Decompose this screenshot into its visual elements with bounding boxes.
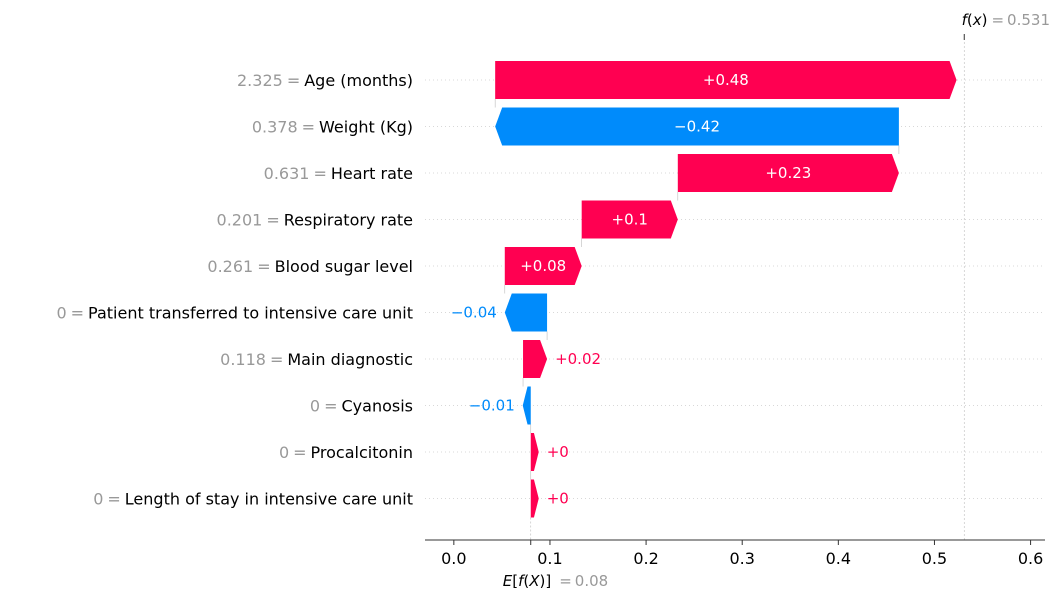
feature-name: Length of stay in intensive care unit [125,490,413,509]
x-tick-label: 0.4 [826,549,851,568]
feature-name: Heart rate [331,164,413,183]
bar-value-label: +0.08 [520,257,566,275]
feature-equals: = [287,71,300,90]
bar-8 [522,386,531,425]
fx-value: 0.531 [1007,11,1050,29]
feature-name: Main diagnostic [287,350,413,369]
feature-label: 2.325 = Age (months) [237,71,413,90]
bar-7 [523,340,548,378]
x-tick-label: 0.1 [537,549,562,568]
feature-label: 0.118 = Main diagnostic [220,350,413,369]
annotations: f(x) = 0.531 E[f(X)] = 0.08 [503,11,1050,590]
feature-name: Procalcitonin [311,443,413,462]
feature-name: Respiratory rate [284,211,413,230]
bar-2 [495,107,899,146]
feature-equals: = [257,257,270,276]
feature-value: 0 [56,304,66,323]
bar-3 [677,154,899,192]
feature-value: 0.118 [220,350,266,369]
feature-name: Weight (Kg) [319,118,413,137]
feature-value: 0.378 [252,118,298,137]
feature-value: 0 [310,397,320,416]
feature-label: 0 = Length of stay in intensive care unit [93,490,413,509]
feature-name: Blood sugar level [275,257,413,276]
x-axis: 0.0 0.1 0.2 0.3 0.4 0.5 0.6 [425,34,1045,568]
bar-5 [504,247,582,285]
bar-9 [530,433,539,471]
feature-equals: = [71,304,84,323]
feature-label: 0.261 = Blood sugar level [207,257,413,276]
bar-1 [495,61,957,99]
bar-value-label: +0 [547,443,569,461]
feature-value: 0.261 [207,257,253,276]
bar-value-label: +0.02 [555,350,601,368]
feature-equals: = [266,211,279,230]
bar-4 [581,200,678,239]
bar-value-label: −0.01 [469,397,515,415]
bar-value-label: −0.42 [674,118,720,136]
bar-6 [504,293,548,332]
x-tick-label: 0.6 [1018,549,1043,568]
bar-value-label: −0.04 [451,304,497,322]
feature-label: 0 = Cyanosis [310,397,413,416]
feature-value: 0 [93,490,103,509]
feature-name: Age (months) [304,71,413,90]
bars: +0.48 −0.42 +0.23 +0.1 +0.08 −0.04 +0.02 −0.01 +… [451,61,957,518]
bar-value-label: +0.23 [765,164,811,182]
fx-annotation: f(x) = 0.531 [962,11,1050,29]
bar-value-label: +0.48 [703,71,749,89]
feature-equals: = [313,164,326,183]
feature-name: Cyanosis [342,397,414,416]
feature-labels: 2.325 = Age (months)0.378 = Weight (Kg)0.631… [56,71,413,509]
bar-10 [530,479,539,518]
feature-equals: = [324,397,337,416]
x-tick-label: 0.0 [441,549,466,568]
feature-label: 0.201 = Respiratory rate [217,211,413,230]
feature-value: 2.325 [237,71,283,90]
x-tick-label: 0.3 [729,549,754,568]
feature-label: 0.631 = Heart rate [264,164,413,183]
feature-label: 0 = Procalcitonin [279,443,413,462]
bar-value-label: +0.1 [612,211,648,229]
x-tick-label: 0.2 [633,549,658,568]
feature-equals: = [107,490,120,509]
reference-lines [530,34,965,540]
feature-label: 0 = Patient transferred to intensive care … [56,304,413,323]
feature-value: 0.631 [264,164,310,183]
feature-value: 0.201 [217,211,263,230]
feature-equals: = [270,350,283,369]
feature-equals: = [302,118,315,137]
bar-connectors [494,99,900,480]
feature-value: 0 [279,443,289,462]
feature-label: 0.378 = Weight (Kg) [252,118,413,137]
x-tick-label: 0.5 [922,549,947,568]
efx-annotation: E[f(X)] = 0.08 [503,572,608,590]
feature-equals: = [293,443,306,462]
bar-value-label: +0 [547,490,569,508]
feature-name: Patient transferred to intensive care un… [88,304,413,323]
efx-value: 0.08 [575,572,608,590]
